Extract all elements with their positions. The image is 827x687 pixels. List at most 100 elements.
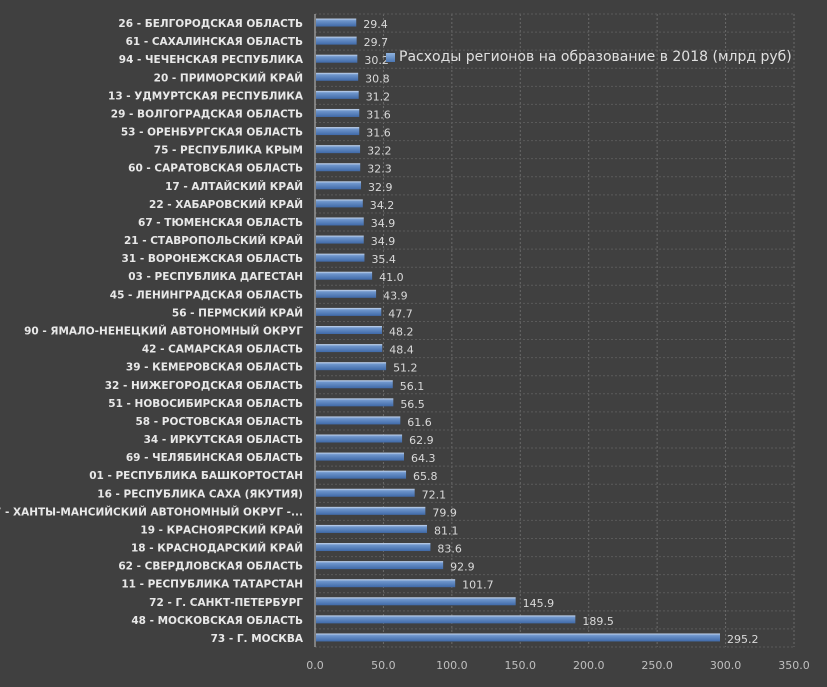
data-label: 32.9 — [368, 181, 393, 194]
bar — [316, 524, 427, 533]
category-label: 56 - ПЕРМСКИЙ КРАЙ — [172, 306, 303, 319]
category-label: 45 - ЛЕНИНГРАДСКАЯ ОБЛАСТЬ — [110, 289, 303, 301]
data-label: 62.9 — [409, 434, 434, 447]
bar — [316, 615, 576, 624]
category-label: 53 - ОРЕНБУРГСКАЯ ОБЛАСТЬ — [121, 127, 303, 139]
data-label: 145.9 — [523, 597, 555, 610]
data-label: 43.9 — [383, 289, 408, 302]
data-label: 83.6 — [437, 543, 462, 556]
data-label: 79.9 — [432, 506, 457, 519]
bar — [316, 470, 407, 479]
x-tick-label: 0.0 — [306, 659, 324, 672]
category-label: 39 - КЕМЕРОВСКАЯ ОБЛАСТЬ — [126, 362, 303, 374]
x-tick-label: 150.0 — [505, 659, 537, 672]
category-label: 51 - НОВОСИБИРСКАЯ ОБЛАСТЬ — [108, 398, 303, 410]
data-label: 189.5 — [582, 615, 614, 628]
category-label: 26 - БЕЛГОРОДСКАЯ ОБЛАСТЬ — [118, 18, 303, 30]
category-label: 61 - САХАЛИНСКАЯ ОБЛАСТЬ — [126, 36, 303, 48]
bar — [316, 633, 721, 642]
bar — [316, 362, 387, 371]
data-label: 72.1 — [422, 488, 447, 501]
bar — [316, 561, 444, 570]
category-label: 17 - АЛТАЙСКИЙ КРАЙ — [165, 180, 303, 193]
bar — [316, 506, 426, 515]
bar — [316, 235, 364, 244]
bar — [316, 344, 383, 353]
bar — [316, 543, 431, 552]
data-label: 92.9 — [450, 561, 475, 574]
data-label: 47.7 — [388, 307, 413, 320]
category-label: 29 - ВОЛГОГРАДСКАЯ ОБЛАСТЬ — [111, 108, 303, 120]
bar — [316, 597, 516, 606]
bar — [316, 452, 404, 461]
data-label: 51.2 — [393, 362, 418, 375]
data-label: 30.2 — [364, 54, 389, 67]
data-label: 32.2 — [367, 145, 392, 158]
category-label: 67 - ТЮМЕНСКАЯ ОБЛАСТЬ — [138, 217, 303, 229]
data-label: 34.9 — [371, 235, 396, 248]
category-label: 58 - РОСТОВСКАЯ ОБЛАСТЬ — [135, 416, 303, 428]
category-label: 72 - Г. САНКТ-ПЕТЕРБУРГ — [149, 597, 303, 609]
bar — [316, 253, 365, 262]
data-label: 29.7 — [364, 36, 389, 49]
bar — [316, 398, 394, 407]
data-label: 35.4 — [371, 253, 396, 266]
data-label: 30.8 — [365, 72, 390, 85]
bar — [316, 18, 357, 27]
legend-label: Расходы регионов на образование в 2018 (… — [399, 49, 792, 65]
data-label: 295.2 — [727, 633, 759, 646]
category-label: 20 - ПРИМОРСКИЙ КРАЙ — [154, 71, 303, 84]
bar — [316, 416, 401, 425]
bar — [316, 72, 359, 81]
data-label: 31.6 — [366, 108, 391, 121]
category-label: 18 - КРАСНОДАРСКИЙ КРАЙ — [131, 542, 303, 555]
data-label: 34.2 — [370, 199, 395, 212]
x-tick-label: 100.0 — [436, 659, 468, 672]
bar — [316, 163, 361, 172]
bar — [316, 108, 360, 117]
x-tick-label: 300.0 — [710, 659, 742, 672]
category-label: 60 - САРАТОВСКАЯ ОБЛАСТЬ — [128, 163, 303, 175]
category-label: 19 - КРАСНОЯРСКИЙ КРАЙ — [140, 523, 303, 536]
bar — [316, 380, 393, 389]
legend-swatch — [386, 52, 395, 62]
data-label: 101.7 — [462, 579, 494, 592]
data-label: 48.4 — [389, 344, 414, 357]
x-tick-label: 200.0 — [573, 659, 605, 672]
category-label: 21 - СТАВРОПОЛЬСКИЙ КРАЙ — [124, 234, 303, 247]
category-label: 01 - РЕСПУБЛИКА БАШКОРТОСТАН — [89, 470, 303, 482]
bar — [316, 54, 358, 63]
data-label: 32.3 — [367, 163, 392, 176]
category-label: 62 - СВЕРДЛОВСКАЯ ОБЛАСТЬ — [118, 561, 303, 573]
data-label: 81.1 — [434, 524, 459, 537]
category-label: 42 - САМАРСКАЯ ОБЛАСТЬ — [142, 344, 303, 356]
category-label: 48 - МОСКОВСКАЯ ОБЛАСТЬ — [131, 615, 303, 627]
bar — [316, 289, 377, 298]
data-label: 31.6 — [366, 127, 391, 140]
category-label: 11 - РЕСПУБЛИКА ТАТАРСТАН — [121, 579, 303, 591]
bar — [316, 127, 360, 136]
category-label: 75 - РЕСПУБЛИКА КРЫМ — [154, 145, 303, 157]
category-label: 22 - ХАБАРОВСКИЙ КРАЙ — [149, 198, 303, 211]
data-label: 65.8 — [413, 470, 438, 483]
bar — [316, 579, 456, 588]
data-label: 56.5 — [400, 398, 425, 411]
bar — [316, 199, 363, 208]
category-label: 94 - ЧЕЧЕНСКАЯ РЕСПУБЛИКА — [119, 54, 304, 66]
data-label: 56.1 — [400, 380, 425, 393]
bar — [316, 488, 415, 497]
bar — [316, 326, 382, 334]
data-label: 61.6 — [407, 416, 432, 429]
category-label: 31 - ВОРОНЕЖСКАЯ ОБЛАСТЬ — [122, 253, 303, 265]
data-label: 29.4 — [363, 18, 388, 31]
bar — [316, 36, 357, 45]
category-label: 87 - ХАНТЫ-МАНСИЙСКИЙ АВТОНОМНЫЙ ОКРУГ -… — [0, 505, 303, 518]
category-label: 73 - Г. МОСКВА — [211, 633, 304, 645]
x-tick-label: 350.0 — [778, 659, 810, 672]
category-label: 34 - ИРКУТСКАЯ ОБЛАСТЬ — [144, 434, 303, 446]
data-label: 31.2 — [366, 90, 391, 103]
category-label: 90 - ЯМАЛО-НЕНЕЦКИЙ АВТОНОМНЫЙ ОКРУГ — [24, 325, 303, 338]
data-label: 41.0 — [379, 271, 404, 284]
x-tick-label: 250.0 — [641, 659, 673, 672]
